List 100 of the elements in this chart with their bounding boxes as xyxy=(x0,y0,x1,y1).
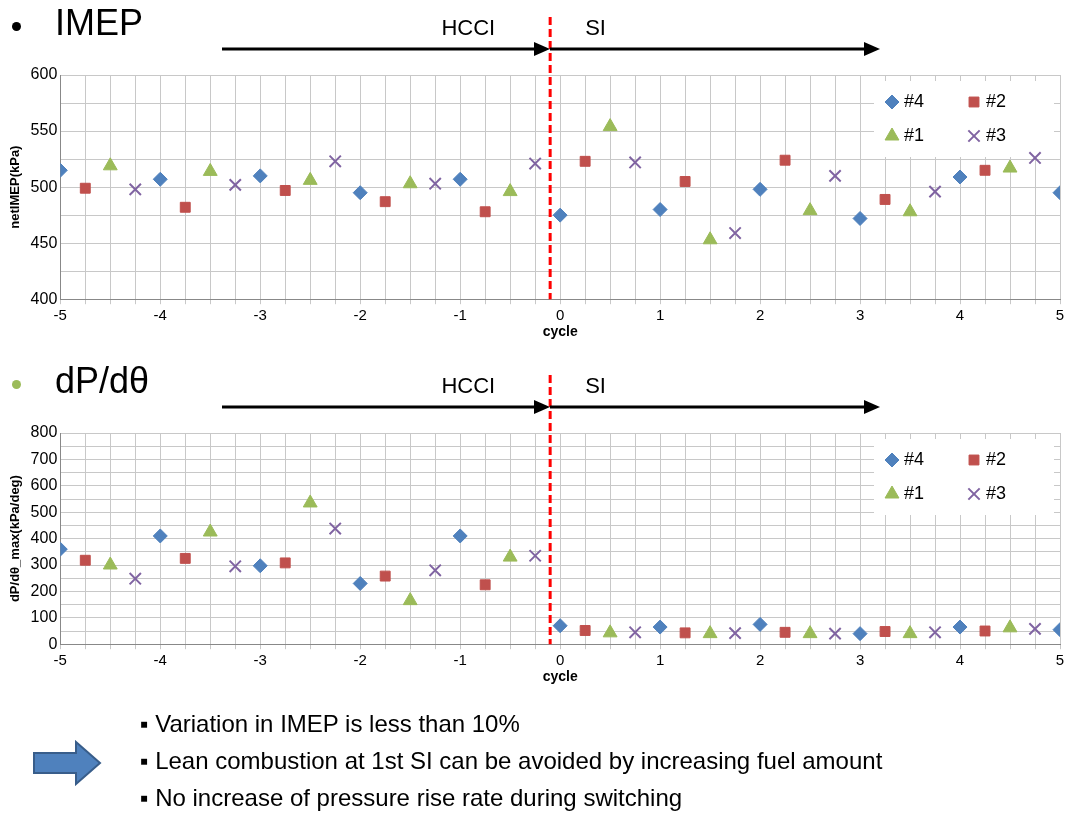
point xyxy=(328,521,342,536)
text: SI xyxy=(585,373,606,399)
point xyxy=(928,184,942,199)
text: HCCI xyxy=(441,373,496,399)
point xyxy=(928,625,942,639)
point xyxy=(352,185,368,201)
point xyxy=(128,572,142,586)
legend-label: #4 xyxy=(904,90,925,111)
point xyxy=(952,169,968,185)
x-tick-label: -1 xyxy=(453,306,467,324)
point xyxy=(902,203,918,217)
point xyxy=(652,619,668,635)
text: SI xyxy=(585,15,606,41)
point xyxy=(1028,622,1042,636)
point xyxy=(402,175,418,189)
x-tick-label: 3 xyxy=(855,651,865,669)
point xyxy=(952,619,968,635)
point xyxy=(602,118,618,132)
y-tick-label: 100 xyxy=(30,608,58,626)
y-tick-label: 450 xyxy=(30,233,58,251)
point xyxy=(379,196,391,208)
y-tick-label: 400 xyxy=(30,529,58,547)
x-tick-label: 1 xyxy=(655,306,665,324)
point xyxy=(552,207,568,223)
point xyxy=(702,231,718,245)
point xyxy=(1028,151,1042,165)
point xyxy=(428,177,442,191)
x-tick-label: -5 xyxy=(53,306,67,324)
point xyxy=(528,156,542,171)
point xyxy=(152,528,168,544)
point xyxy=(102,556,118,570)
point xyxy=(828,169,842,183)
point xyxy=(79,182,91,194)
point xyxy=(502,183,518,197)
point xyxy=(252,558,268,574)
y-tick-label: 200 xyxy=(30,581,58,599)
y-tick-label: 600 xyxy=(30,65,58,83)
x-tick-label: 4 xyxy=(955,306,965,324)
point xyxy=(679,176,691,187)
point xyxy=(428,563,442,577)
point xyxy=(302,171,318,185)
point xyxy=(628,625,642,639)
point xyxy=(628,155,642,170)
point xyxy=(279,185,291,196)
point xyxy=(228,559,242,573)
legend-label: #1 xyxy=(904,124,925,145)
point xyxy=(879,193,891,205)
point xyxy=(802,202,818,216)
legend-label: #3 xyxy=(986,482,1007,503)
point xyxy=(979,625,991,637)
point xyxy=(702,625,718,639)
text: ▪ Variation in IMEP is less than 10% xyxy=(140,709,521,739)
point xyxy=(779,154,791,166)
point xyxy=(252,168,268,184)
x-tick-label: 5 xyxy=(1055,306,1065,324)
point xyxy=(579,155,591,167)
point xyxy=(779,626,791,638)
point xyxy=(228,178,242,192)
point xyxy=(979,164,991,176)
x-tick-label: -3 xyxy=(253,306,267,324)
point xyxy=(579,625,591,636)
legend-label: #1 xyxy=(904,482,925,503)
point xyxy=(352,575,368,591)
point xyxy=(152,171,168,187)
x-tick-label: 0 xyxy=(555,306,565,324)
point xyxy=(179,552,191,564)
x-axis-title: cycle xyxy=(542,323,578,340)
point xyxy=(852,210,868,226)
y-tick-label: 600 xyxy=(30,476,58,494)
y-tick-label: 0 xyxy=(48,634,58,652)
point xyxy=(828,626,842,641)
point xyxy=(128,182,142,196)
y-tick-label: 800 xyxy=(30,423,58,441)
x-tick-label: 4 xyxy=(955,651,965,669)
point xyxy=(202,162,218,176)
chart-title: IMEP xyxy=(55,2,144,44)
x-tick-label: -2 xyxy=(353,651,367,669)
point xyxy=(652,202,668,218)
point xyxy=(502,548,518,562)
point xyxy=(279,557,291,569)
point xyxy=(852,626,868,642)
x-tick-label: -4 xyxy=(153,306,167,324)
point xyxy=(328,154,342,168)
legend-label: #2 xyxy=(986,90,1007,111)
point xyxy=(479,206,491,218)
point xyxy=(102,157,118,171)
x-axis-title: cycle xyxy=(542,668,578,685)
y-tick-label: 500 xyxy=(30,177,58,195)
text: HCCI xyxy=(441,15,496,41)
point xyxy=(902,625,918,639)
point xyxy=(802,625,818,639)
legend-label: #3 xyxy=(986,124,1007,145)
text: ▪ No increase of pressure rise rate during switching xyxy=(140,783,684,813)
x-tick-label: -4 xyxy=(153,651,167,669)
point xyxy=(679,627,691,639)
legend-label: #4 xyxy=(904,448,925,469)
chart-title: dP/dθ xyxy=(55,360,150,402)
point xyxy=(479,579,491,591)
point xyxy=(202,523,218,537)
point xyxy=(1002,159,1018,173)
